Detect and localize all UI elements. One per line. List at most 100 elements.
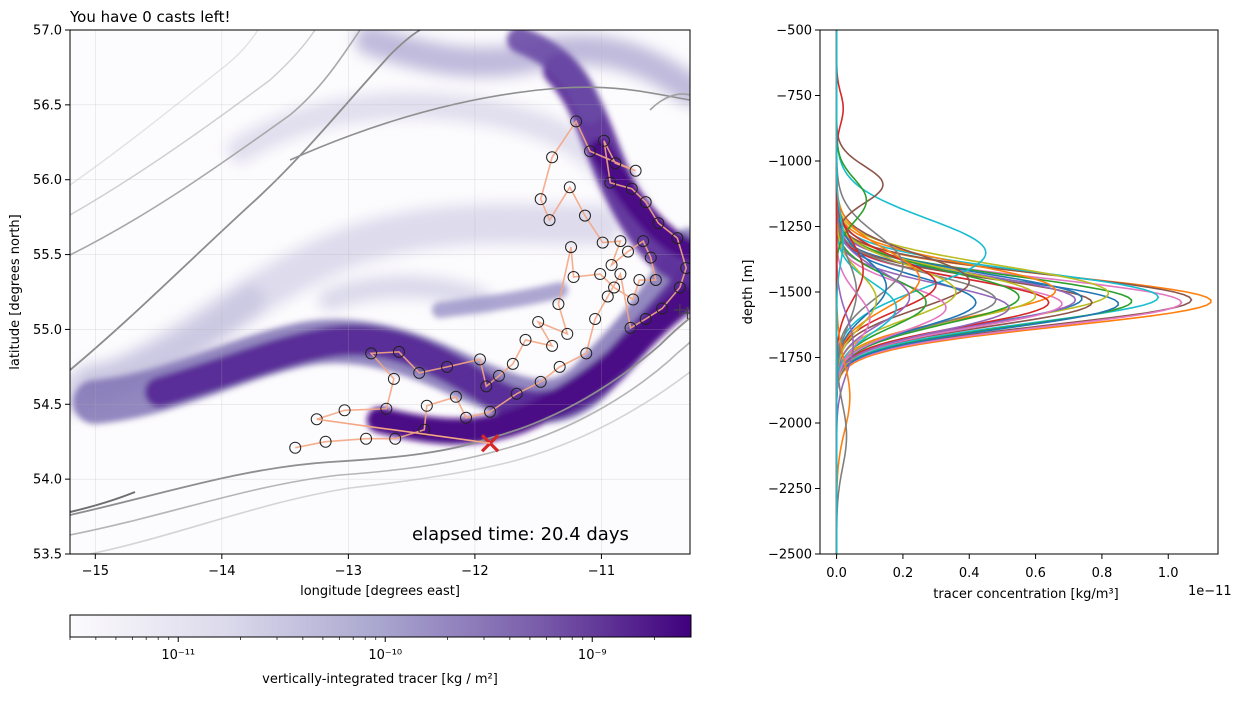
profile-x-offset: 1e−11 — [1188, 584, 1232, 599]
colorbar-tick-label: 10⁻¹¹ — [161, 648, 195, 663]
map-frame — [69, 29, 691, 555]
cast-marker — [673, 281, 686, 294]
cast-marker — [608, 281, 621, 294]
profile-x-tick-label: 0.6 — [1025, 566, 1046, 581]
profile-x-tick-label: 0.8 — [1092, 566, 1113, 581]
cast-marker — [365, 347, 378, 360]
cast-marker — [338, 404, 351, 417]
profile-y-tick-label: −1000 — [768, 155, 812, 170]
cast-marker — [633, 274, 646, 287]
last-cast-link — [316, 418, 491, 445]
profile-plot-background — [820, 30, 1218, 554]
tracer-field — [70, 30, 690, 554]
cast-marker — [543, 214, 556, 227]
profile-x-tick-label: 0.2 — [893, 566, 914, 581]
cast-marker — [601, 290, 614, 303]
cast-marker — [546, 151, 559, 164]
cast-marker — [578, 209, 591, 222]
cast-marker — [570, 115, 583, 128]
cast-marker — [532, 315, 545, 328]
cast-marker — [484, 405, 497, 418]
cast-marker — [519, 333, 532, 346]
map-x-tick-label: −11 — [588, 564, 615, 579]
profile-y-tick-label: −500 — [776, 24, 812, 39]
cast-track — [289, 115, 690, 454]
cast-marker — [656, 302, 669, 315]
map-y-tick-label: 56.0 — [33, 173, 62, 188]
cast-path-line — [295, 119, 688, 449]
cast-marker — [420, 399, 433, 412]
cast-marker — [627, 293, 640, 306]
cast-marker — [649, 274, 662, 287]
map-y-tick-label: 55.5 — [33, 248, 62, 263]
cast-marker — [534, 375, 547, 388]
cast-marker — [289, 441, 302, 454]
colorbar — [69, 614, 692, 638]
profile-y-ticks: −500 −750 −1000 −1250 −1500 −1750 −2000 −2250 −2… — [768, 24, 820, 563]
cast-marker — [413, 366, 426, 379]
cast-marker — [387, 372, 400, 385]
map-x-tick-label: −15 — [82, 564, 109, 579]
cast-marker — [380, 402, 393, 415]
cast-marker — [671, 232, 684, 245]
map-y-tick-label: 56.5 — [33, 98, 62, 113]
cast-marker — [534, 193, 547, 206]
cast-marker — [567, 271, 580, 284]
cast-marker — [580, 347, 593, 360]
profile-y-tick-label: −1250 — [768, 220, 812, 235]
cast-marker — [609, 157, 622, 170]
map-y-ticks: 53.5 54.0 54.5 55.0 55.5 56.0 56.5 57.0 — [33, 24, 70, 563]
cast-marker — [510, 387, 523, 400]
map-y-tick-label: 54.5 — [33, 398, 62, 413]
cast-marker — [389, 432, 402, 445]
cast-marker — [652, 217, 665, 230]
cast-marker — [473, 353, 486, 366]
cast-marker — [584, 145, 597, 158]
cast-marker — [563, 181, 576, 194]
cast-marker — [596, 236, 609, 249]
cast-marker — [392, 345, 405, 358]
cast-marker — [449, 390, 462, 403]
cast-marker — [625, 182, 638, 195]
cast-marker — [680, 262, 690, 275]
cast-marker — [492, 369, 505, 382]
profile-y-tick-label: −2500 — [768, 548, 812, 563]
map-x-tick-label: −12 — [461, 564, 488, 579]
profile-x-ticks: 0.0 0.2 0.4 0.6 0.8 1.0 — [826, 554, 1179, 581]
colorbar-ticks: 10⁻¹¹ 10⁻¹⁰ 10⁻⁹ — [69, 637, 655, 663]
cast-marker — [622, 245, 634, 258]
cast-marker — [441, 360, 454, 373]
casts-left-status: You have 0 casts left! — [69, 8, 231, 26]
cast-marker — [605, 259, 618, 272]
cast-marker — [594, 268, 607, 281]
cast-marker — [418, 423, 431, 436]
map-x-ticks: −15 −14 −13 −12 −11 — [82, 554, 615, 579]
colorbar-tick-label: 10⁻¹⁰ — [368, 648, 402, 663]
map-y-tick-label: 57.0 — [33, 24, 62, 39]
cast-marker — [506, 357, 519, 370]
profile-x-axis-label: tracer concentration [kg/m³] — [933, 587, 1118, 602]
profile-x-tick-label: 1.0 — [1158, 566, 1179, 581]
profile-y-tick-label: −2250 — [768, 482, 812, 497]
map-y-axis-label: latitude [degrees north] — [8, 214, 23, 370]
cast-marker — [460, 411, 473, 424]
cast-marker — [552, 297, 565, 310]
cast-marker — [480, 380, 493, 393]
cast-marker — [360, 432, 373, 445]
cast-marker — [644, 251, 657, 264]
cast-marker — [546, 339, 559, 352]
profile-y-tick-label: −2000 — [768, 417, 812, 432]
cast-marker — [561, 327, 574, 340]
cast-marker — [639, 196, 652, 209]
map-x-tick-label: −13 — [335, 564, 362, 579]
cast-marker — [589, 312, 602, 325]
profile-x-tick-label: 0.0 — [826, 566, 847, 581]
map-y-tick-label: 54.0 — [33, 473, 62, 488]
map-y-tick-label: 55.0 — [33, 323, 62, 338]
cast-marker — [614, 235, 627, 248]
profile-y-tick-label: −1750 — [768, 351, 812, 366]
map-y-tick-label: 53.5 — [33, 548, 62, 563]
map-x-axis-label: longitude [degrees east] — [300, 584, 460, 599]
profile-series — [835, 30, 1212, 554]
